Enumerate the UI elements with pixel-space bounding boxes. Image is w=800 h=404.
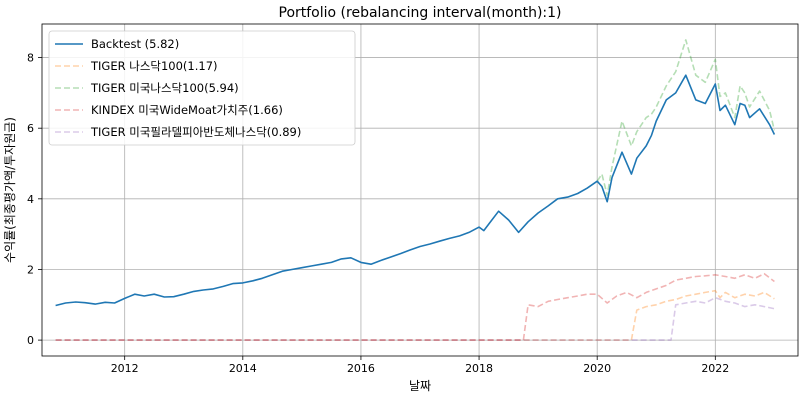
y-tick-label: 8 <box>27 52 34 65</box>
series-line-1 <box>55 289 775 341</box>
legend-label-0: Backtest (5.82) <box>91 37 179 51</box>
legend-label-1: TIGER 나스닥100(1.17) <box>90 59 218 73</box>
legend-label-4: TIGER 미국필라델피아반도체나스닥(0.89) <box>90 125 301 139</box>
y-tick-label: 2 <box>27 263 34 276</box>
series-line-0 <box>55 74 776 307</box>
legend-box <box>48 30 356 146</box>
x-tick-label: 2020 <box>583 362 611 375</box>
chart-title: Portfolio (rebalancing interval(month):1… <box>279 5 562 21</box>
y-tick-label: 6 <box>27 122 34 135</box>
y-tick-label: 4 <box>27 193 34 206</box>
series-line-3 <box>55 272 775 341</box>
x-axis-label: 날짜 <box>409 379 431 393</box>
x-tick-label: 2016 <box>347 362 375 375</box>
x-tick-label: 2012 <box>111 362 139 375</box>
y-tick-label: 0 <box>27 334 34 347</box>
plot-frame <box>41 23 799 357</box>
series-line-2 <box>596 39 776 197</box>
legend-label-2: TIGER 미국나스닥100(5.94) <box>90 81 239 95</box>
x-tick-label: 2018 <box>465 362 493 375</box>
legend: Backtest (5.82) TIGER 나스닥100(1.17) TIGER 미… <box>48 30 356 146</box>
ticks-layer: 2012 2014 2016 2018 2020 2022 0 2 4 6 8 <box>27 52 729 375</box>
legend-label-3: KINDEX 미국WideMoat가치주(1.66) <box>91 103 283 117</box>
x-tick-label: 2014 <box>229 362 257 375</box>
y-axis-label: 수익률(최종평가액/투자원금) <box>3 117 17 263</box>
series-line-4 <box>55 296 775 341</box>
series-layer <box>55 39 776 341</box>
x-tick-label: 2022 <box>701 362 729 375</box>
